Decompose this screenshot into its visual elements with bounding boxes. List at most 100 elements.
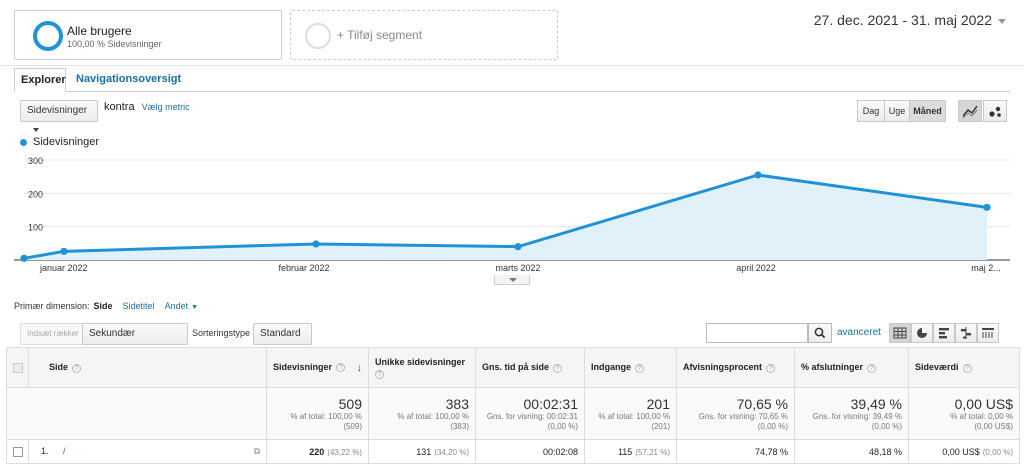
search-button[interactable] bbox=[808, 323, 832, 343]
pivot-view-button[interactable] bbox=[977, 323, 999, 343]
total-sub: (0,00 %) bbox=[547, 421, 578, 431]
advanced-filter-link[interactable]: avanceret bbox=[837, 327, 881, 338]
chevron-down-icon bbox=[509, 278, 517, 282]
column-header-label: Side bbox=[49, 362, 69, 373]
choose-metric-link[interactable]: Vælg metric bbox=[141, 102, 190, 112]
exit-cell: 48,18 % bbox=[794, 439, 909, 464]
period-month-button[interactable]: Måned bbox=[909, 100, 946, 122]
column-header-exit-rate[interactable]: % afslutninger? bbox=[794, 347, 909, 388]
line-chart-icon bbox=[962, 105, 978, 119]
line-chart-button[interactable] bbox=[958, 100, 982, 122]
table-header-row: Side? ↓ Sidevisninger? Unikke sidevisning… bbox=[6, 347, 1020, 388]
collapse-chart-button[interactable] bbox=[494, 275, 530, 285]
help-icon[interactable]: ? bbox=[962, 363, 972, 373]
unique-value: 131 bbox=[416, 446, 432, 457]
period-day-button[interactable]: Dag bbox=[857, 100, 885, 122]
chart-controls: Sidevisninger kontra Vælg metric Dag Uge… bbox=[14, 97, 1010, 133]
row-checkbox-cell bbox=[6, 439, 29, 464]
entrances-value: 115 bbox=[617, 446, 633, 457]
insert-rows-button[interactable]: Indsæt rækker bbox=[20, 323, 86, 345]
help-icon[interactable]: ? bbox=[336, 362, 346, 372]
data-point bbox=[60, 247, 68, 255]
primary-dimension-bar: Primær dimension: Side Sidetitel Andet ▼ bbox=[14, 301, 198, 311]
period-week-button[interactable]: Uge bbox=[884, 100, 910, 122]
sort-descending-icon: ↓ bbox=[356, 361, 363, 374]
data-point bbox=[983, 203, 991, 211]
metric-select[interactable]: Sidevisninger bbox=[20, 100, 98, 133]
column-header-pageviews[interactable]: ↓ Sidevisninger? bbox=[266, 347, 369, 388]
line-chart: 300 200 100 januar 2022 februar 2022 marts 20… bbox=[14, 150, 1010, 280]
column-header-page[interactable]: Side? bbox=[28, 347, 267, 388]
total-sub: Gns. for visning: 39,49 % bbox=[812, 411, 902, 421]
date-range-label: 27. dec. 2021 - 31. maj 2022 bbox=[813, 12, 992, 28]
help-icon[interactable]: ? bbox=[867, 363, 877, 373]
total-sub: (0,00 %) bbox=[871, 421, 902, 431]
secondary-dimension-select[interactable]: Sekundær dimension bbox=[82, 323, 188, 359]
total-cell: 509% af total: 100,00 % (509) bbox=[266, 387, 369, 440]
total-cell: 201% af total: 100,00 % (201) bbox=[584, 387, 677, 440]
versus-label: kontra Vælg metric bbox=[104, 101, 190, 113]
total-sub: (509) bbox=[343, 421, 362, 431]
empty-segment-icon bbox=[305, 23, 331, 49]
dimension-page-title-link[interactable]: Sidetitel bbox=[122, 301, 155, 311]
motion-chart-button[interactable] bbox=[983, 100, 1007, 122]
x-tick-label: februar 2022 bbox=[278, 263, 329, 273]
column-header-entrances[interactable]: Indgange? bbox=[584, 347, 677, 388]
help-icon[interactable]: ? bbox=[375, 369, 384, 379]
table-view-button[interactable] bbox=[889, 323, 911, 343]
select-all-checkbox[interactable] bbox=[13, 362, 23, 373]
column-header-label: Sidevisninger bbox=[273, 361, 333, 372]
unique-percent: (34,20 %) bbox=[434, 447, 469, 457]
versus-text: kontra bbox=[104, 101, 135, 113]
total-value: 00:02:31 bbox=[523, 395, 579, 412]
entrances-cell: 115 (57,21 %) bbox=[584, 439, 677, 464]
tab-navigation-summary[interactable]: Navigationsoversigt bbox=[76, 73, 182, 85]
column-header-bounce-rate[interactable]: Afvisningsprocent? bbox=[676, 347, 795, 388]
table-row: 1. / ⧉ 220 (43,22 %) 131 (34,20 %) 00:02:0… bbox=[6, 439, 1020, 464]
pie-view-button[interactable] bbox=[911, 323, 933, 343]
segment-all-users[interactable]: Alle brugere 100,00 % Sidevisninger bbox=[14, 10, 282, 60]
chevron-down-icon bbox=[998, 18, 1006, 24]
comparison-view-button[interactable] bbox=[955, 323, 977, 343]
date-range-picker[interactable]: 27. dec. 2021 - 31. maj 2022 bbox=[814, 12, 1006, 28]
total-sub: (0,00 %) bbox=[757, 421, 788, 431]
add-segment-button[interactable]: + Tilføj segment bbox=[290, 10, 558, 60]
column-header-page-value[interactable]: Sideværdi? bbox=[908, 347, 1020, 388]
performance-view-button[interactable] bbox=[933, 323, 955, 343]
add-segment-label: + Tilføj segment bbox=[337, 28, 423, 42]
segment-bar: Alle brugere 100,00 % Sidevisninger + Ti… bbox=[0, 0, 1024, 66]
primary-dimension-selected[interactable]: Side bbox=[93, 301, 113, 311]
x-tick-label: marts 2022 bbox=[495, 263, 540, 273]
chevron-down-icon bbox=[33, 128, 39, 133]
page-link[interactable]: / bbox=[63, 446, 66, 456]
open-page-icon[interactable]: ⧉ bbox=[253, 446, 260, 456]
totals-label-cell bbox=[6, 387, 267, 440]
total-cell: 0,00 US$% af total: 0,00 % (0,00 US$) bbox=[908, 387, 1020, 440]
metric-select-label: Sidevisninger bbox=[27, 105, 88, 116]
avg-time-cell: 00:02:08 bbox=[475, 439, 585, 464]
help-icon[interactable]: ? bbox=[72, 363, 82, 373]
table-search-input[interactable] bbox=[706, 323, 808, 343]
sort-type-value: Standard bbox=[260, 328, 301, 339]
segment-subtitle: 100,00 % Sidevisninger bbox=[67, 39, 162, 49]
tab-explorer[interactable]: Explorer bbox=[14, 68, 66, 92]
column-header-avg-time[interactable]: Gns. tid på side? bbox=[475, 347, 585, 388]
report-table: Side? ↓ Sidevisninger? Unikke sidevisning… bbox=[6, 347, 1020, 464]
x-tick-label: januar 2022 bbox=[39, 263, 88, 273]
sort-type-label: Sorteringstype bbox=[192, 328, 251, 338]
total-cell: 39,49 % Gns. for visning: 39,49 % (0,00 %) bbox=[794, 387, 909, 440]
help-icon[interactable]: ? bbox=[766, 363, 776, 373]
sort-type-select[interactable]: Standard bbox=[253, 323, 312, 356]
total-sub: % af total: 100,00 % bbox=[397, 411, 469, 421]
help-icon[interactable]: ? bbox=[635, 363, 644, 373]
value-cell: 0,00 US$ (0,00 %) bbox=[908, 439, 1020, 464]
performance-view-icon bbox=[939, 328, 949, 339]
row-checkbox[interactable] bbox=[12, 446, 23, 457]
dimension-other-link[interactable]: Andet bbox=[164, 301, 189, 311]
table-toolbar: Indsæt rækker Sekundær dimension Sorteri… bbox=[14, 320, 1018, 359]
column-header-unique-pageviews[interactable]: Unikke sidevisninger? bbox=[368, 347, 476, 388]
y-tick-label: 100 bbox=[28, 223, 43, 233]
total-sub: (201) bbox=[651, 421, 670, 431]
table-view-icon bbox=[893, 327, 907, 339]
help-icon[interactable]: ? bbox=[553, 363, 563, 373]
